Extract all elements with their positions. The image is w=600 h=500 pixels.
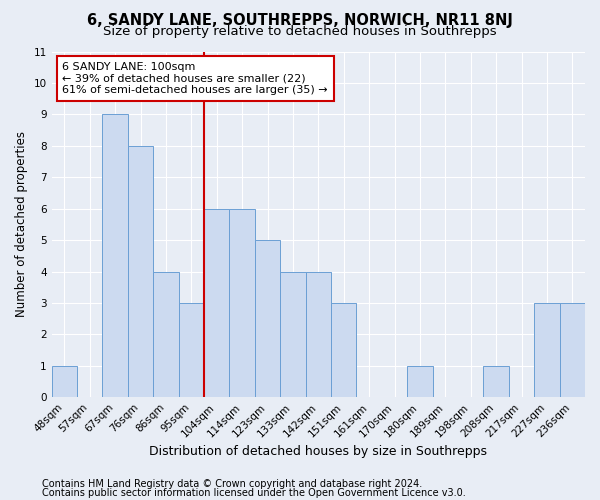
Bar (331, 303, 356, 397)
Bar (484, 366, 509, 397)
Bar (52, 366, 77, 397)
Bar (229, 208, 255, 397)
Bar (204, 208, 229, 397)
Bar (128, 146, 153, 397)
Text: Contains public sector information licensed under the Open Government Licence v3: Contains public sector information licen… (42, 488, 466, 498)
Y-axis label: Number of detached properties: Number of detached properties (15, 132, 28, 318)
Bar (179, 303, 204, 397)
Text: 6, SANDY LANE, SOUTHREPPS, NORWICH, NR11 8NJ: 6, SANDY LANE, SOUTHREPPS, NORWICH, NR11… (87, 12, 513, 28)
Bar (407, 366, 433, 397)
Text: 6 SANDY LANE: 100sqm
← 39% of detached houses are smaller (22)
61% of semi-detac: 6 SANDY LANE: 100sqm ← 39% of detached h… (62, 62, 328, 95)
Bar (103, 114, 128, 397)
Bar (255, 240, 280, 397)
Bar (305, 272, 331, 397)
Text: Size of property relative to detached houses in Southrepps: Size of property relative to detached ho… (103, 25, 497, 38)
Bar (153, 272, 179, 397)
Bar (560, 303, 585, 397)
Bar (280, 272, 305, 397)
Bar (534, 303, 560, 397)
Text: Contains HM Land Registry data © Crown copyright and database right 2024.: Contains HM Land Registry data © Crown c… (42, 479, 422, 489)
X-axis label: Distribution of detached houses by size in Southrepps: Distribution of detached houses by size … (149, 444, 487, 458)
